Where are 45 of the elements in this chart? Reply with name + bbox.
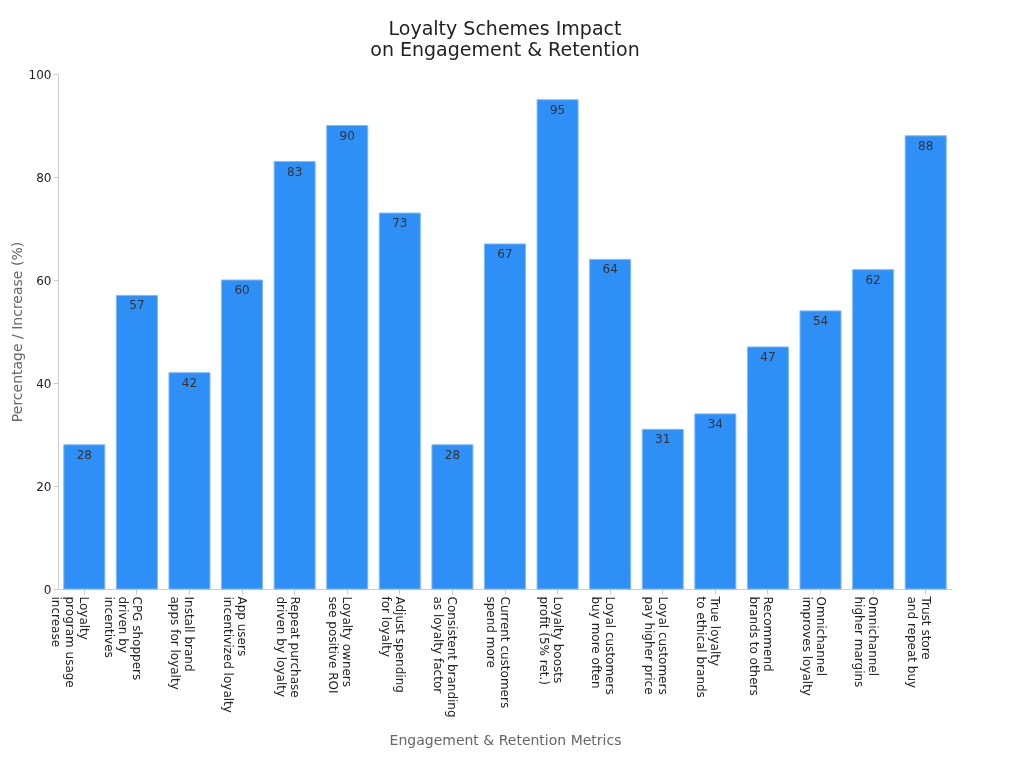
x-tick-label: Loyalty boosts profit (5% ret.) — [536, 596, 565, 685]
bar — [852, 269, 895, 590]
data-label: 67 — [497, 246, 513, 261]
x-tick-label: Loyalty program usage increase — [49, 596, 92, 688]
bar — [694, 413, 737, 590]
data-label: 83 — [287, 164, 303, 179]
data-label: 90 — [339, 128, 355, 143]
bar — [589, 258, 632, 590]
y-tick-label: 80 — [36, 170, 52, 185]
bar — [326, 125, 369, 590]
y-tick-label: 20 — [36, 479, 52, 494]
y-tick-label: 60 — [36, 273, 52, 288]
data-label: 47 — [760, 349, 776, 364]
bar — [115, 294, 158, 590]
data-label: 88 — [918, 138, 934, 153]
data-label: 60 — [234, 283, 250, 297]
y-tick-label: 40 — [36, 376, 52, 391]
data-label: 28 — [444, 447, 461, 462]
data-label: 73 — [392, 216, 408, 231]
x-axis-title: Engagement & Retention Metrics — [389, 731, 622, 748]
data-label: 54 — [812, 313, 829, 328]
data-label: 57 — [129, 298, 145, 313]
bar — [746, 346, 789, 590]
bar — [641, 428, 684, 590]
y-tick-label: 100 — [28, 67, 52, 82]
chart-title: Loyalty Schemes Impact on Engagement & Retention — [370, 17, 640, 60]
bar — [904, 135, 947, 590]
bar — [484, 243, 526, 590]
bar — [799, 310, 842, 590]
bar — [378, 212, 421, 590]
data-label: 34 — [707, 416, 723, 431]
data-label: 31 — [655, 432, 671, 447]
bar — [431, 444, 474, 590]
bar — [168, 372, 211, 590]
bar — [63, 444, 106, 590]
data-label: 28 — [76, 447, 92, 462]
bar — [273, 161, 316, 590]
y-axis-title: Percentage / Increase (%) — [8, 241, 25, 423]
y-tick-label: 0 — [43, 582, 52, 597]
data-label: 64 — [602, 262, 618, 277]
data-label: 42 — [181, 375, 198, 390]
data-label: 95 — [549, 102, 566, 117]
data-label: 62 — [865, 272, 881, 287]
bar — [536, 99, 579, 590]
bar — [221, 279, 264, 590]
